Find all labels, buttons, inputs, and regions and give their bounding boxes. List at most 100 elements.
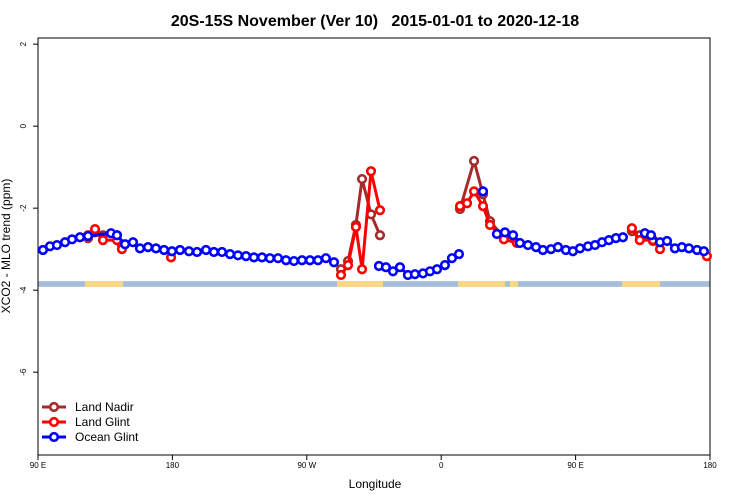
- point: [264, 253, 276, 264]
- legend-label: Land Nadir: [75, 400, 134, 414]
- point: [174, 244, 186, 256]
- point: [342, 260, 354, 271]
- y-tick-label: -6: [19, 368, 28, 376]
- legend-marker: [48, 401, 60, 413]
- point: [240, 251, 252, 262]
- point: [431, 264, 443, 275]
- y-axis-title: XCO2 - MLO trend (ppm): [0, 179, 13, 314]
- point: [350, 221, 362, 233]
- point: [453, 248, 465, 260]
- point: [507, 230, 519, 241]
- point: [51, 239, 63, 251]
- point: [522, 239, 534, 251]
- point: [514, 237, 525, 249]
- point: [537, 244, 548, 256]
- point: [552, 242, 564, 253]
- x-tick-label: 180: [703, 461, 717, 470]
- point: [335, 269, 347, 281]
- land-mask: [85, 281, 123, 287]
- point: [356, 264, 368, 275]
- point: [248, 252, 260, 263]
- y-tick-label: 0: [19, 123, 28, 128]
- point: [477, 201, 489, 212]
- point: [380, 262, 392, 273]
- x-tick-label: 90 W: [297, 461, 316, 470]
- point: [166, 246, 178, 257]
- point: [439, 260, 451, 271]
- point: [74, 232, 86, 243]
- point: [374, 230, 386, 241]
- point: [280, 255, 292, 266]
- point: [617, 232, 629, 243]
- point: [468, 155, 480, 167]
- point: [468, 186, 480, 197]
- point: [127, 237, 139, 248]
- legend-label: Ocean Glint: [75, 430, 139, 444]
- point: [661, 235, 673, 247]
- point: [461, 198, 473, 209]
- point: [119, 239, 131, 250]
- point: [394, 262, 406, 273]
- y-tick-label: -2: [19, 204, 28, 212]
- point: [82, 230, 94, 242]
- point: [698, 246, 709, 257]
- point: [374, 205, 386, 216]
- point: [484, 219, 496, 231]
- legend-label: Land Glint: [75, 415, 130, 429]
- point: [111, 230, 123, 241]
- y-tick-label: 2: [19, 41, 28, 46]
- chart-title: 20S-15S November (Ver 10) 2015-01-01 to …: [171, 13, 579, 30]
- point: [256, 252, 268, 263]
- point: [320, 253, 332, 264]
- point: [158, 244, 170, 256]
- point: [683, 243, 695, 254]
- y-tick-label: -4: [19, 286, 28, 294]
- point: [356, 173, 368, 185]
- point: [150, 243, 162, 254]
- x-tick-label: 90 E: [30, 461, 46, 470]
- x-tick-label: 0: [439, 461, 444, 470]
- land-mask: [458, 281, 505, 287]
- series-line: [88, 171, 707, 275]
- point: [312, 255, 324, 266]
- land-mask: [336, 281, 383, 287]
- point: [191, 246, 203, 258]
- point: [216, 246, 228, 258]
- point: [224, 248, 236, 260]
- point: [387, 266, 399, 277]
- point: [208, 246, 220, 258]
- point: [89, 223, 101, 235]
- land-mask: [510, 281, 518, 287]
- point: [272, 253, 284, 264]
- x-axis-title: Longitude: [349, 477, 402, 491]
- point: [409, 269, 421, 280]
- point: [142, 242, 154, 253]
- plot-frame: [37, 37, 711, 456]
- point: [477, 186, 489, 197]
- point: [66, 234, 78, 245]
- point: [97, 235, 109, 246]
- point: [304, 255, 316, 266]
- point: [232, 250, 244, 261]
- point: [296, 255, 308, 266]
- point: [499, 227, 511, 238]
- point: [491, 228, 503, 240]
- point: [365, 166, 377, 177]
- point: [645, 230, 657, 241]
- legend-marker: [48, 416, 60, 428]
- point: [446, 253, 458, 264]
- legend-marker: [48, 431, 60, 443]
- point: [183, 246, 195, 257]
- point: [288, 255, 300, 267]
- point: [574, 243, 586, 254]
- point: [634, 235, 645, 246]
- point: [328, 257, 340, 268]
- point: [626, 223, 637, 234]
- land-mask: [622, 281, 660, 287]
- point: [200, 244, 212, 256]
- x-tick-label: 180: [166, 461, 180, 470]
- point: [134, 243, 146, 254]
- x-tick-label: 90 E: [567, 461, 583, 470]
